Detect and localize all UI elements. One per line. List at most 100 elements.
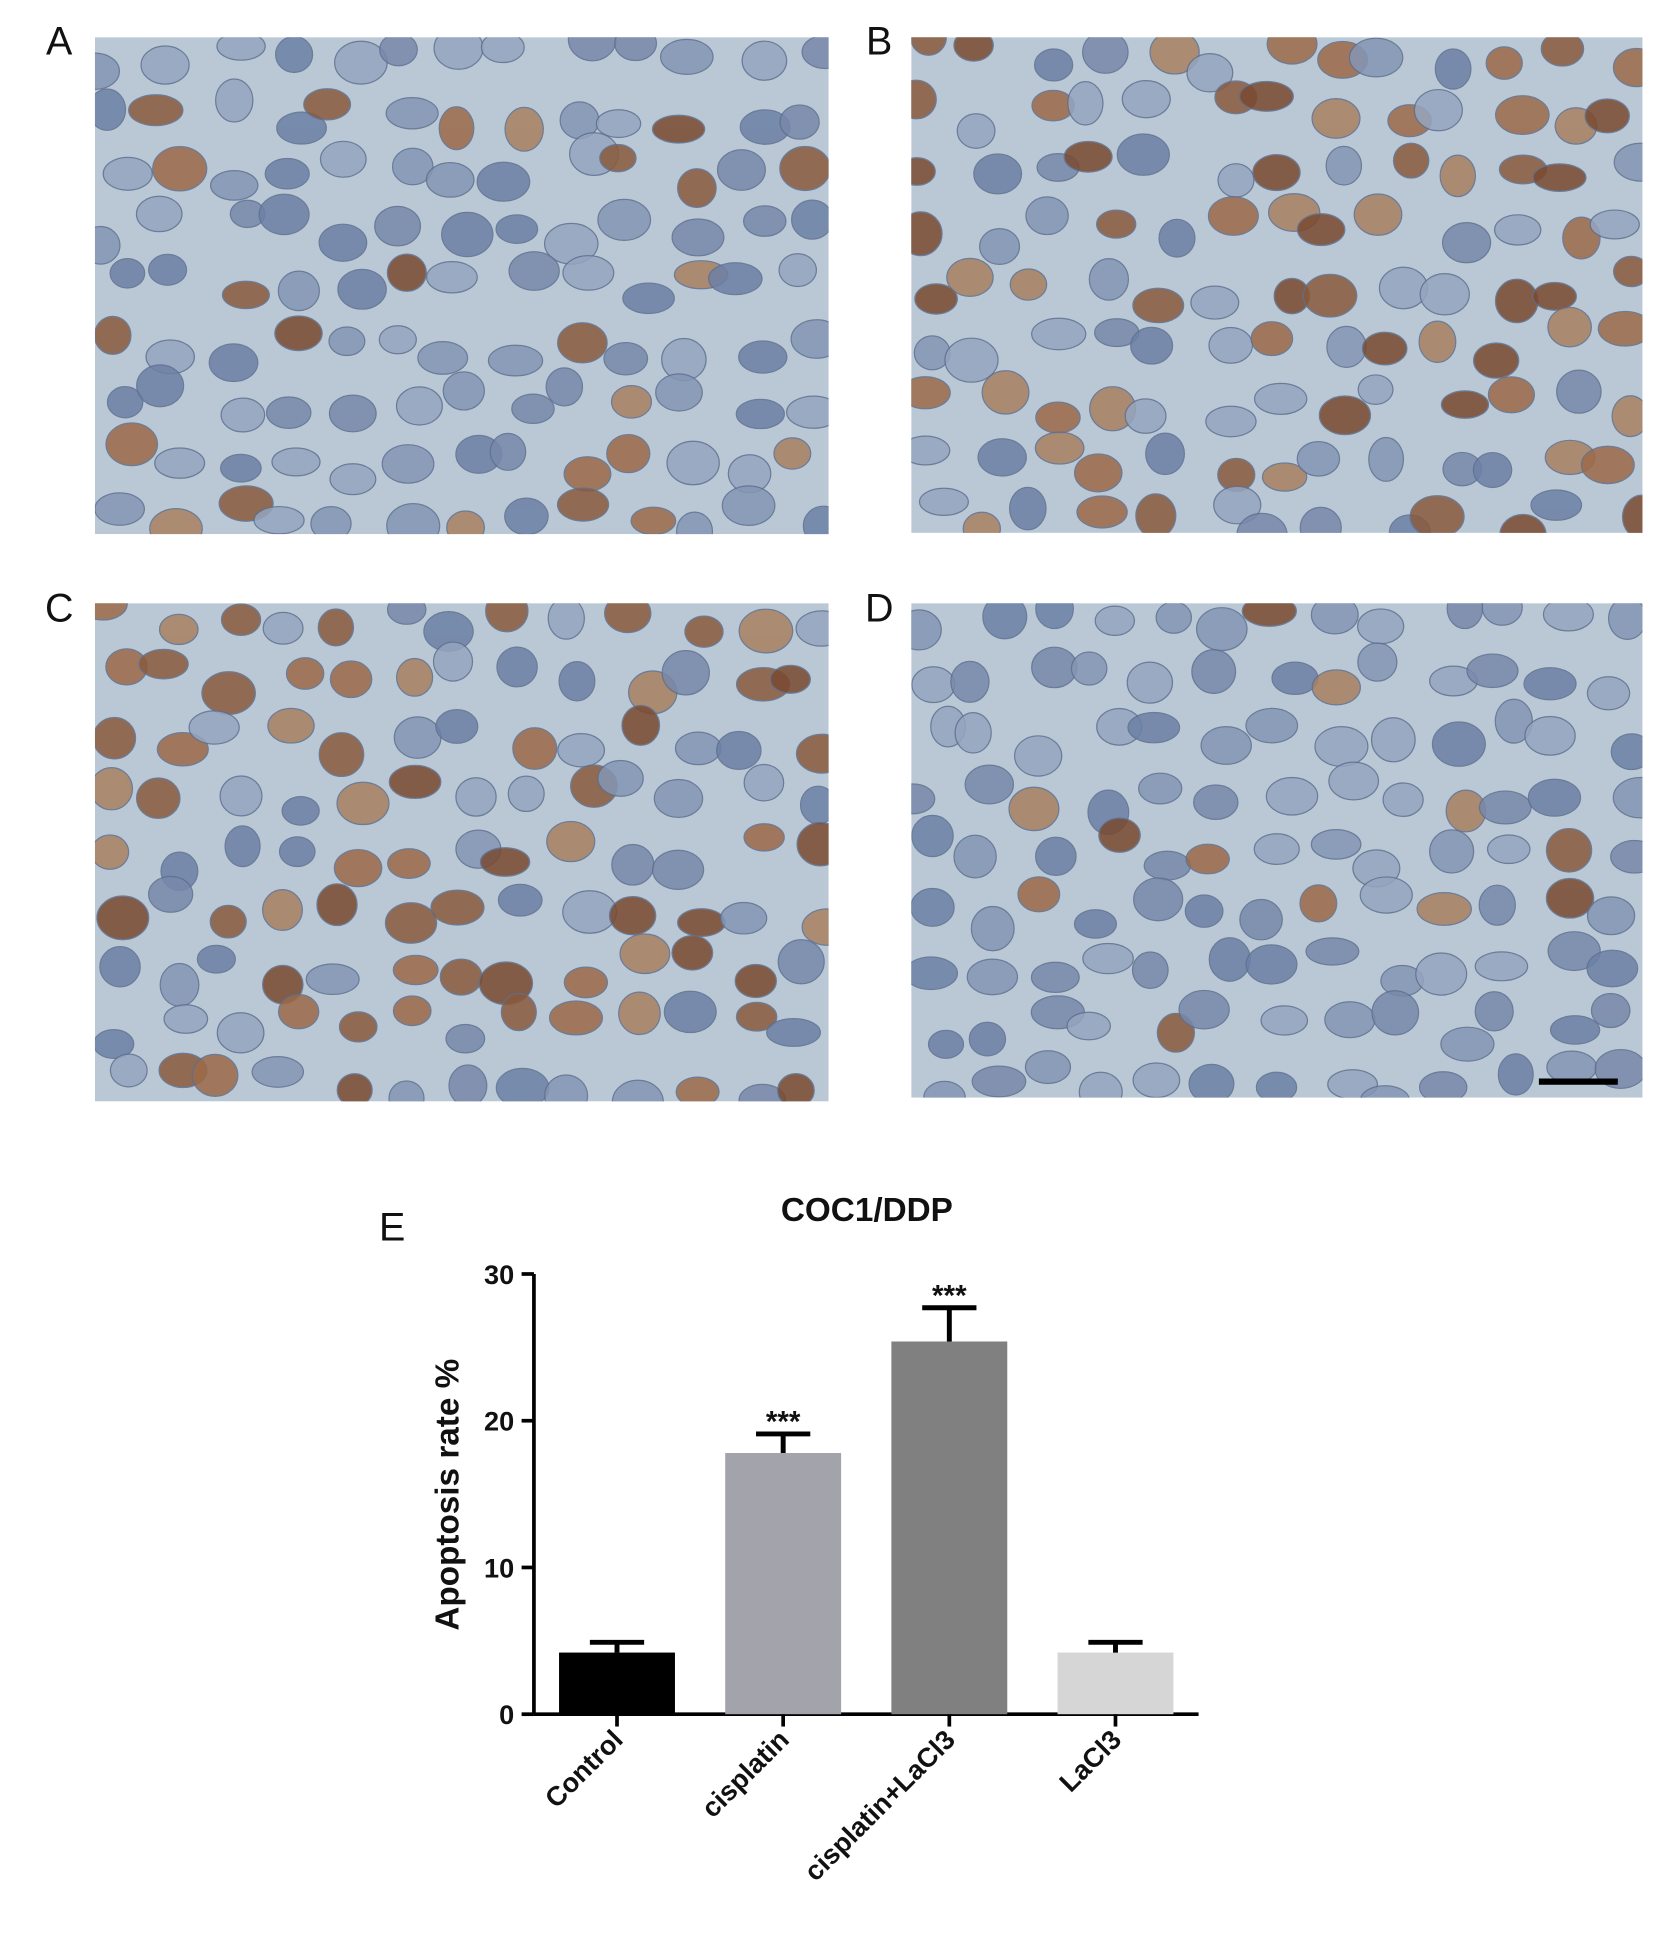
cell-nucleus <box>790 319 829 359</box>
cell-nucleus <box>265 396 312 430</box>
cell-nucleus <box>277 270 320 312</box>
cell-nucleus <box>1446 603 1484 630</box>
cell-nucleus <box>278 836 316 868</box>
cell-nucleus <box>1494 698 1533 744</box>
cell-nucleus <box>1611 395 1643 438</box>
cell-nucleus <box>1193 784 1239 821</box>
cell-nucleus <box>1145 432 1186 476</box>
cell-nucleus <box>1031 317 1087 351</box>
cell-nucleus <box>220 603 262 637</box>
cell-nucleus <box>599 143 637 173</box>
cell-nucleus <box>258 193 310 236</box>
cell-nucleus <box>1076 495 1128 529</box>
cell-nucleus <box>1612 776 1643 819</box>
cell-nucleus <box>911 887 955 927</box>
cell-nucleus <box>1361 331 1408 366</box>
cell-nucleus <box>738 608 794 654</box>
cell-nucleus <box>1143 850 1192 881</box>
cell-nucleus <box>773 437 812 470</box>
cell-nucleus <box>545 367 584 407</box>
cell-nucleus <box>779 104 820 140</box>
cell-nucleus <box>1265 776 1319 816</box>
cell-nucleus <box>94 1029 135 1059</box>
cell-nucleus <box>546 820 596 863</box>
cell-nucleus <box>982 603 1028 640</box>
cell-nucleus <box>766 1018 821 1047</box>
cell-nucleus <box>1178 989 1230 1030</box>
cell-nucleus <box>191 1053 239 1098</box>
cell-nucleus <box>1073 453 1123 493</box>
cell-nucleus <box>1360 1085 1410 1098</box>
cell-nucleus <box>962 511 1001 533</box>
cell-nucleus <box>94 315 132 355</box>
cell-nucleus <box>489 432 527 471</box>
cell-nucleus <box>1612 255 1643 288</box>
cell-nucleus <box>215 78 254 123</box>
cell-nucleus <box>1302 273 1358 318</box>
cell-nucleus <box>610 385 653 419</box>
cell-nucleus <box>274 315 323 352</box>
cell-nucleus <box>1033 48 1074 82</box>
cell-nucleus <box>548 1000 604 1036</box>
cell-nucleus <box>1255 1071 1298 1098</box>
cell-nucleus <box>442 371 485 411</box>
cell-nucleus <box>102 156 153 191</box>
cell-nucleus <box>1610 839 1643 874</box>
cell-nucleus <box>1418 320 1457 364</box>
x-tick-label: LaCl3 <box>1053 1724 1127 1798</box>
cell-nucleus <box>188 710 240 745</box>
cell-nucleus <box>618 991 661 1036</box>
cell-nucleus <box>329 463 377 496</box>
cell-nucleus <box>386 503 441 535</box>
cell-nucleus <box>1440 390 1490 419</box>
cell-nucleus <box>801 908 829 946</box>
cell-nucleus <box>801 37 829 70</box>
cell-nucleus <box>1132 1062 1181 1098</box>
cell-nucleus <box>1149 37 1200 75</box>
cell-nucleus <box>911 956 959 991</box>
cell-nucleus <box>1310 829 1362 860</box>
cell-nucleus <box>378 325 417 355</box>
cell-nucleus <box>1474 951 1529 982</box>
cell-nucleus <box>1586 676 1631 711</box>
cell-nucleus <box>1253 833 1300 865</box>
cell-nucleus <box>1371 990 1420 1036</box>
cell-nucleus <box>1530 489 1583 521</box>
cell-nucleus <box>1486 834 1531 865</box>
cell-nucleus <box>154 447 206 479</box>
cell-nucleus <box>1207 196 1259 236</box>
x-tick-label: cisplatin <box>695 1724 795 1824</box>
cell-nucleus <box>1200 726 1252 765</box>
error-bar <box>922 1305 977 1342</box>
cell-nucleus <box>1368 436 1405 482</box>
cell-nucleus <box>135 777 181 820</box>
cell-nucleus <box>663 990 717 1034</box>
cell-nucleus <box>1126 661 1174 704</box>
cell-nucleus <box>433 37 484 70</box>
micrograph <box>911 603 1643 1098</box>
cell-nucleus <box>1095 209 1137 239</box>
cell-nucleus <box>1607 603 1643 640</box>
cell-nucleus <box>220 397 266 433</box>
cell-nucleus <box>1133 877 1184 922</box>
cell-nucleus <box>563 966 609 999</box>
cell-nucleus <box>1580 445 1635 485</box>
cell-nucleus <box>1439 154 1477 198</box>
cell-nucleus <box>653 778 704 818</box>
micrograph <box>94 37 829 535</box>
cell-nucleus <box>1485 46 1523 80</box>
cell-nucleus <box>1440 1026 1495 1062</box>
cell-nucleus <box>455 777 497 817</box>
cell-nucleus <box>1217 163 1255 198</box>
cell-nucleus <box>1348 37 1404 78</box>
cell-nucleus <box>1063 140 1113 173</box>
cell-nucleus <box>1527 778 1582 817</box>
error-bar <box>589 1639 645 1653</box>
cell-nucleus <box>1314 726 1369 767</box>
cell-nucleus <box>1327 1069 1379 1098</box>
cell-nucleus <box>430 889 485 926</box>
cell-nucleus <box>1094 605 1136 636</box>
cell-nucleus <box>152 145 208 192</box>
cell-nucleus <box>1030 961 1080 994</box>
cell-nucleus <box>1532 163 1587 192</box>
